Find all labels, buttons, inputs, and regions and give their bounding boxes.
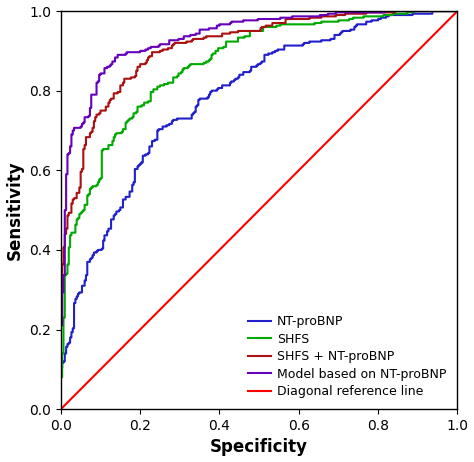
Legend: NT-proBNP, SHFS, SHFS + NT-proBNP, Model based on NT-proBNP, Diagonal reference : NT-proBNP, SHFS, SHFS + NT-proBNP, Model… bbox=[243, 310, 451, 403]
Y-axis label: Sensitivity: Sensitivity bbox=[6, 160, 24, 260]
X-axis label: Specificity: Specificity bbox=[210, 438, 308, 456]
